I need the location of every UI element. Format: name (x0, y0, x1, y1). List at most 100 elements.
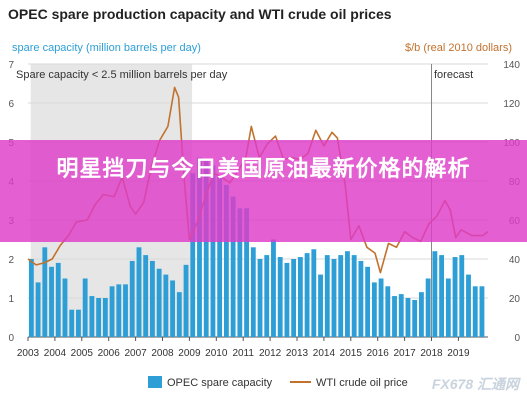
bar-spare-capacity (385, 286, 391, 337)
x-tick-label: 2003 (17, 348, 40, 359)
promo-overlay-band (0, 140, 527, 242)
bar-spare-capacity (425, 278, 431, 337)
x-tick-label: 2014 (313, 348, 336, 359)
bar-spare-capacity (116, 284, 122, 337)
bar-spare-capacity (250, 247, 256, 337)
bar-spare-capacity (197, 157, 202, 337)
bar-spare-capacity (398, 294, 404, 337)
bar-spare-capacity (459, 255, 465, 337)
watermark-logo: FX678 汇通网 (431, 376, 519, 392)
bar-spare-capacity (439, 255, 445, 337)
bar-spare-capacity (76, 309, 81, 337)
bar-spare-capacity (412, 299, 418, 337)
bar-spare-capacity (297, 257, 303, 337)
bar-spare-capacity (365, 266, 371, 337)
bar-spare-capacity (42, 247, 48, 337)
bar-spare-capacity (136, 247, 142, 337)
x-tick-label: 2006 (98, 348, 121, 359)
forecast-annotation: forecast (434, 69, 473, 81)
bar-spare-capacity (35, 282, 41, 337)
bar-spare-capacity (324, 255, 330, 337)
bar-spare-capacity (358, 260, 364, 337)
bar-spare-capacity (149, 260, 155, 337)
x-tick-label: 2004 (44, 348, 67, 359)
bar-spare-capacity (257, 259, 263, 337)
bar-spare-capacity (371, 282, 377, 337)
x-tick-label: 2018 (420, 348, 443, 359)
bar-spare-capacity (392, 296, 397, 337)
left-tick-label: 2 (8, 255, 14, 266)
bar-spare-capacity (466, 274, 471, 337)
bar-spare-capacity (378, 278, 384, 337)
x-tick-label: 2015 (340, 348, 363, 359)
right-tick-label: 40 (509, 255, 521, 266)
bar-spare-capacity (405, 298, 411, 337)
bar-spare-capacity (230, 196, 236, 337)
bar-spare-capacity (109, 286, 115, 337)
bar-spare-capacity (479, 286, 485, 337)
bar-spare-capacity (129, 260, 135, 337)
right-tick-label: 140 (503, 60, 520, 71)
right-tick-label: 0 (514, 333, 520, 344)
legend-label-line: WTI crude oil price (316, 377, 408, 389)
legend-label-bars: OPEC spare capacity (167, 377, 273, 389)
bar-spare-capacity (62, 278, 68, 337)
bar-spare-capacity (244, 208, 249, 337)
x-tick-label: 2012 (259, 348, 282, 359)
bar-spare-capacity (89, 296, 95, 337)
bar-spare-capacity (102, 298, 108, 337)
bar-spare-capacity (183, 264, 189, 337)
bar-spare-capacity (345, 251, 350, 337)
x-tick-label: 2010 (205, 348, 228, 359)
right-axis-label: $/b (real 2010 dollars) (405, 42, 512, 54)
bar-spare-capacity (96, 298, 102, 337)
x-tick-label: 2008 (151, 348, 174, 359)
bar-spare-capacity (69, 309, 75, 337)
left-tick-label: 1 (8, 294, 14, 305)
bar-spare-capacity (472, 286, 478, 337)
bar-spare-capacity (203, 159, 209, 337)
left-tick-label: 0 (8, 333, 14, 344)
bar-spare-capacity (55, 262, 61, 337)
bar-spare-capacity (170, 280, 176, 337)
bar-spare-capacity (143, 255, 149, 337)
bar-spare-capacity (291, 259, 297, 337)
left-tick-label: 7 (8, 60, 14, 71)
x-tick-label: 2017 (393, 348, 416, 359)
low-capacity-annotation: Spare capacity < 2.5 million barrels per… (16, 69, 228, 81)
bar-spare-capacity (163, 274, 169, 337)
bar-spare-capacity (210, 165, 216, 337)
left-axis-label: spare capacity (million barrels per day) (12, 42, 201, 54)
bar-spare-capacity (338, 255, 344, 337)
bar-spare-capacity (82, 278, 88, 337)
bar-spare-capacity (223, 184, 229, 337)
bar-spare-capacity (351, 255, 357, 337)
right-tick-label: 120 (503, 99, 520, 110)
bar-spare-capacity (28, 259, 34, 337)
x-tick-label: 2013 (286, 348, 309, 359)
left-tick-label: 6 (8, 99, 14, 110)
bar-spare-capacity (331, 259, 337, 337)
bar-spare-capacity (271, 239, 276, 337)
x-tick-label: 2007 (124, 348, 147, 359)
bar-spare-capacity (123, 284, 128, 337)
bar-spare-capacity (237, 208, 243, 337)
x-tick-label: 2005 (71, 348, 94, 359)
right-tick-label: 20 (509, 294, 521, 305)
chart-title: OPEC spare production capacity and WTI c… (8, 6, 392, 22)
bar-spare-capacity (284, 262, 290, 337)
bar-spare-capacity (432, 251, 438, 337)
x-tick-label: 2016 (367, 348, 390, 359)
x-tick-label: 2019 (447, 348, 470, 359)
bar-spare-capacity (304, 253, 310, 337)
bar-spare-capacity (452, 257, 458, 337)
bar-spare-capacity (176, 292, 182, 337)
bar-spare-capacity (277, 257, 283, 337)
bar-spare-capacity (445, 278, 451, 337)
bar-spare-capacity (419, 292, 424, 337)
bar-spare-capacity (311, 249, 317, 337)
bar-spare-capacity (217, 177, 223, 337)
bar-spare-capacity (318, 274, 323, 337)
bar-spare-capacity (49, 266, 54, 337)
x-tick-label: 2011 (232, 348, 254, 359)
